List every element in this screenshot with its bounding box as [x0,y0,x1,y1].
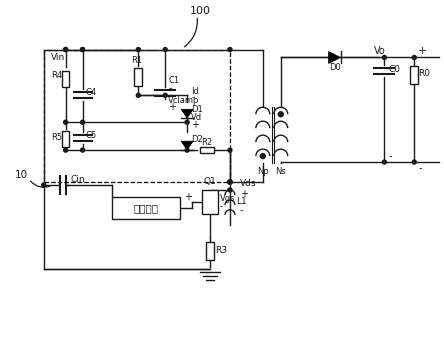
Circle shape [63,148,67,152]
Circle shape [136,93,140,97]
Text: 控制模块: 控制模块 [134,203,159,213]
Circle shape [80,47,84,51]
Text: -: - [220,202,223,211]
Circle shape [412,55,416,60]
Circle shape [228,180,232,184]
Text: +: + [184,192,192,202]
Circle shape [80,47,84,51]
Polygon shape [181,141,193,150]
Circle shape [136,47,140,51]
Text: Id: Id [191,87,199,96]
Polygon shape [329,51,341,64]
Text: -: - [240,205,243,215]
Text: Np: Np [257,166,269,176]
Circle shape [228,180,232,184]
Text: Vd: Vd [191,113,202,122]
Text: -: - [191,92,194,102]
Text: 10: 10 [15,170,28,180]
Bar [202,190,218,214]
Bar [410,66,418,84]
Bar [206,242,214,260]
Circle shape [63,47,67,51]
Text: 100: 100 [190,6,210,16]
Text: -: - [168,83,172,93]
Text: Vgs: Vgs [220,195,235,203]
Circle shape [63,120,67,124]
Circle shape [228,188,232,192]
Circle shape [228,180,232,184]
Bar [62,131,69,147]
Circle shape [260,154,266,159]
Bar [44,50,230,182]
Circle shape [278,112,283,117]
Text: R0: R0 [418,69,430,78]
Text: +: + [191,120,199,130]
Circle shape [185,148,189,152]
Text: R3: R3 [215,246,227,255]
Text: Vclamp: Vclamp [168,96,200,105]
Text: D0: D0 [329,63,341,72]
Text: D1: D1 [191,105,203,114]
Circle shape [185,120,189,124]
Text: L1: L1 [236,197,247,206]
Circle shape [228,148,232,152]
Text: C4: C4 [86,88,97,97]
Text: R5: R5 [52,133,63,142]
Circle shape [228,47,232,51]
Bar [135,69,143,86]
Text: Ns: Ns [275,166,286,176]
Text: R4: R4 [52,71,63,80]
Bar [112,197,180,219]
Polygon shape [181,109,193,118]
Text: -: - [418,163,422,173]
Circle shape [80,120,84,124]
Text: Q1: Q1 [204,177,216,186]
Circle shape [42,183,46,187]
Circle shape [163,93,167,97]
Circle shape [80,148,84,152]
Text: R2: R2 [202,138,213,147]
Circle shape [412,160,416,164]
Text: D2: D2 [191,135,203,144]
Circle shape [382,160,386,164]
Text: R1: R1 [131,56,142,65]
Bar [62,71,69,87]
Text: Vds: Vds [240,180,257,188]
Text: +: + [240,189,248,199]
Circle shape [163,47,167,51]
Text: C1: C1 [168,76,179,85]
Text: +: + [418,46,428,56]
Text: Vin: Vin [51,54,65,62]
Text: C0: C0 [388,65,400,74]
Bar [200,147,214,153]
Circle shape [228,180,232,184]
Text: Cin: Cin [71,176,85,185]
Circle shape [382,55,386,60]
Text: -: - [388,151,392,161]
Text: Vo: Vo [374,46,386,56]
Text: C5: C5 [86,131,97,140]
Text: +: + [168,102,176,112]
Circle shape [63,47,67,51]
